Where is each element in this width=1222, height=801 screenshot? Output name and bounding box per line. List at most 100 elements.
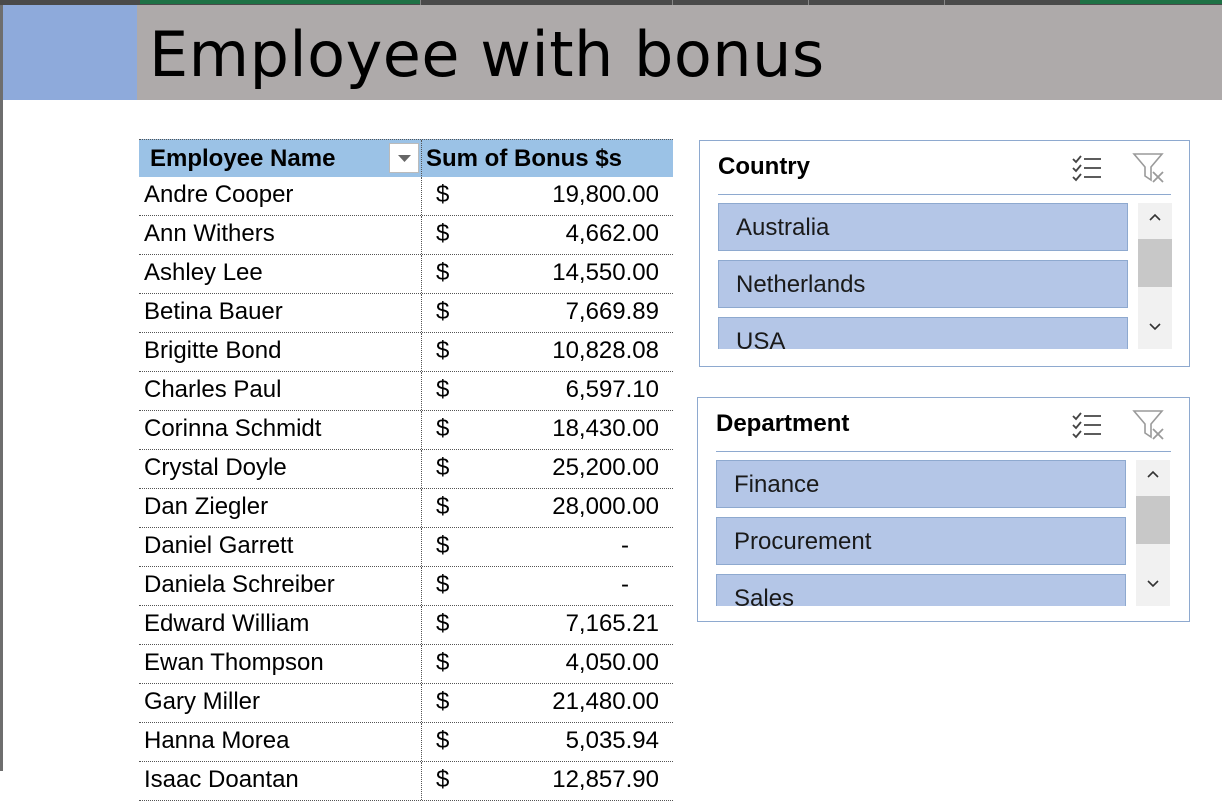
currency-symbol: $ bbox=[436, 259, 450, 286]
bonus-amount-cell[interactable]: $28,000.00 bbox=[422, 489, 673, 527]
table-row: Daniel Garrett $ - bbox=[139, 528, 673, 567]
bonus-amount: 12,857.90 bbox=[552, 766, 659, 793]
multi-select-icon[interactable] bbox=[1070, 151, 1104, 185]
employee-name: Ashley Lee bbox=[144, 259, 263, 286]
bonus-amount: 18,430.00 bbox=[552, 415, 659, 442]
bonus-amount-cell[interactable]: $12,857.90 bbox=[422, 762, 673, 800]
pivot-table: Employee Name Sum of Bonus $s Andre Coop… bbox=[139, 139, 673, 801]
multi-select-icon[interactable] bbox=[1070, 408, 1104, 442]
employee-name: Andre Cooper bbox=[144, 181, 294, 208]
currency-symbol: $ bbox=[436, 766, 450, 793]
bonus-amount-cell[interactable]: $ - bbox=[422, 528, 673, 566]
header-cell-sum-bonus[interactable]: Sum of Bonus $s bbox=[422, 140, 673, 178]
bonus-amount-cell[interactable]: $25,200.00 bbox=[422, 450, 673, 488]
clear-filter-icon[interactable] bbox=[1132, 408, 1166, 442]
slicer-divider bbox=[716, 451, 1171, 452]
employee-name-cell[interactable]: Gary Miller bbox=[139, 684, 422, 722]
currency-symbol: $ bbox=[436, 571, 450, 598]
slicer-scrollbar[interactable] bbox=[1138, 203, 1172, 349]
slicer-item-label: Finance bbox=[734, 471, 820, 498]
employee-name: Edward William bbox=[144, 610, 310, 637]
chevron-up-icon[interactable] bbox=[1149, 213, 1161, 221]
header-cell-employee-name[interactable]: Employee Name bbox=[139, 140, 422, 176]
bonus-amount-cell[interactable]: $7,165.21 bbox=[422, 606, 673, 644]
selected-column-indicator bbox=[140, 0, 420, 4]
employee-name-cell[interactable]: Ann Withers bbox=[139, 216, 422, 254]
bonus-amount-cell[interactable]: $7,669.89 bbox=[422, 294, 673, 332]
bonus-amount-cell[interactable]: $14,550.00 bbox=[422, 255, 673, 293]
employee-name-cell[interactable]: Ashley Lee bbox=[139, 255, 422, 293]
employee-name-cell[interactable]: Hanna Morea bbox=[139, 723, 422, 761]
bonus-amount-cell[interactable]: $21,480.00 bbox=[422, 684, 673, 722]
sheet-title: Employee with bonus bbox=[149, 18, 825, 91]
employee-name-cell[interactable]: Charles Paul bbox=[139, 372, 422, 410]
slicer-title-department: Department bbox=[716, 410, 850, 437]
country-slicer[interactable]: Country Australia Netherlands USA bbox=[699, 140, 1190, 367]
table-row: Charles Paul $6,597.10 bbox=[139, 372, 673, 411]
bonus-amount-cell[interactable]: $5,035.94 bbox=[422, 723, 673, 761]
slicer-scrollbar[interactable] bbox=[1136, 460, 1170, 606]
currency-symbol: $ bbox=[436, 610, 450, 637]
corner-color-block bbox=[3, 5, 137, 100]
employee-name-cell[interactable]: Daniela Schreiber bbox=[139, 567, 422, 605]
scrollbar-thumb[interactable] bbox=[1136, 496, 1170, 544]
table-row: Isaac Doantan $12,857.90 bbox=[139, 762, 673, 801]
bonus-amount-cell[interactable]: $4,662.00 bbox=[422, 216, 673, 254]
slicer-item-procurement[interactable]: Procurement bbox=[716, 517, 1126, 565]
employee-name-cell[interactable]: Ewan Thompson bbox=[139, 645, 422, 683]
bonus-amount: 19,800.00 bbox=[552, 181, 659, 208]
currency-symbol: $ bbox=[436, 181, 450, 208]
slicer-item-netherlands[interactable]: Netherlands bbox=[718, 260, 1128, 308]
currency-symbol: $ bbox=[436, 688, 450, 715]
bonus-amount-cell[interactable]: $ - bbox=[422, 567, 673, 605]
bonus-amount: 4,050.00 bbox=[565, 649, 659, 676]
table-row: Ann Withers $4,662.00 bbox=[139, 216, 673, 255]
table-row: Andre Cooper $19,800.00 bbox=[139, 177, 673, 216]
table-row: Gary Miller $21,480.00 bbox=[139, 684, 673, 723]
row-header-edge bbox=[0, 0, 3, 771]
clear-filter-icon[interactable] bbox=[1132, 151, 1166, 185]
bonus-amount-cell[interactable]: $19,800.00 bbox=[422, 177, 673, 215]
employee-name-cell[interactable]: Crystal Doyle bbox=[139, 450, 422, 488]
selected-column-indicator bbox=[1080, 0, 1222, 4]
bonus-amount-cell[interactable]: $6,597.10 bbox=[422, 372, 673, 410]
employee-name-cell[interactable]: Edward William bbox=[139, 606, 422, 644]
currency-symbol: $ bbox=[436, 454, 450, 481]
table-row: Ewan Thompson $4,050.00 bbox=[139, 645, 673, 684]
employee-name-cell[interactable]: Betina Bauer bbox=[139, 294, 422, 332]
chevron-up-icon[interactable] bbox=[1147, 470, 1159, 478]
currency-symbol: $ bbox=[436, 493, 450, 520]
employee-name-cell[interactable]: Brigitte Bond bbox=[139, 333, 422, 371]
currency-symbol: $ bbox=[436, 532, 450, 559]
slicer-title-country: Country bbox=[718, 153, 810, 180]
employee-name: Hanna Morea bbox=[144, 727, 290, 754]
chevron-down-icon[interactable] bbox=[1147, 580, 1159, 588]
bonus-amount-cell[interactable]: $4,050.00 bbox=[422, 645, 673, 683]
employee-name: Brigitte Bond bbox=[144, 337, 282, 364]
slicer-item-sales[interactable]: Sales bbox=[716, 574, 1126, 606]
employee-name-cell[interactable]: Isaac Doantan bbox=[139, 762, 422, 800]
slicer-item-finance[interactable]: Finance bbox=[716, 460, 1126, 508]
employee-name-cell[interactable]: Corinna Schmidt bbox=[139, 411, 422, 449]
table-row: Hanna Morea $5,035.94 bbox=[139, 723, 673, 762]
employee-name-cell[interactable]: Daniel Garrett bbox=[139, 528, 422, 566]
slicer-item-label: Australia bbox=[736, 214, 830, 241]
table-row: Brigitte Bond $10,828.08 bbox=[139, 333, 673, 372]
row-filter-button[interactable] bbox=[389, 143, 419, 173]
chevron-down-icon[interactable] bbox=[1149, 323, 1161, 331]
currency-symbol: $ bbox=[436, 415, 450, 442]
department-slicer[interactable]: Department Finance Procurement Sales bbox=[697, 397, 1190, 622]
scrollbar-thumb[interactable] bbox=[1138, 239, 1172, 287]
employee-name-cell[interactable]: Andre Cooper bbox=[139, 177, 422, 215]
employee-name-cell[interactable]: Dan Ziegler bbox=[139, 489, 422, 527]
column-divider bbox=[808, 0, 809, 5]
bonus-amount-cell[interactable]: $18,430.00 bbox=[422, 411, 673, 449]
column-header-strip bbox=[0, 0, 1222, 5]
slicer-item-australia[interactable]: Australia bbox=[718, 203, 1128, 251]
bonus-amount: 5,035.94 bbox=[565, 727, 659, 754]
slicer-item-usa[interactable]: USA bbox=[718, 317, 1128, 349]
pivot-header-row: Employee Name Sum of Bonus $s bbox=[139, 139, 673, 177]
bonus-amount: 10,828.08 bbox=[552, 337, 659, 364]
bonus-amount-cell[interactable]: $10,828.08 bbox=[422, 333, 673, 371]
table-row: Edward William $7,165.21 bbox=[139, 606, 673, 645]
